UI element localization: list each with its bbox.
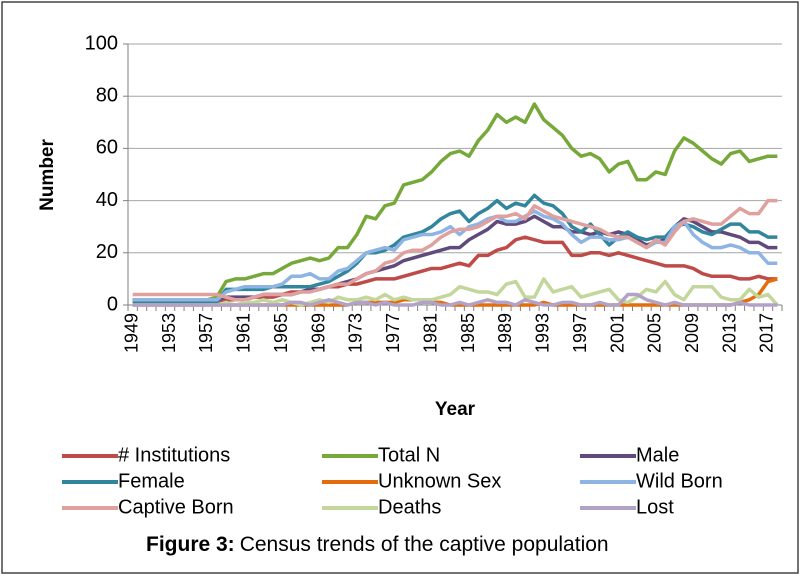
x-tick-label: 1961 — [234, 313, 254, 353]
x-tick-label: 1989 — [495, 313, 515, 353]
x-tick-label: 1969 — [308, 313, 328, 353]
x-tick-label: 2017 — [757, 313, 777, 353]
legend-label: # Institutions — [118, 444, 230, 466]
x-tick-label: 1949 — [121, 313, 141, 353]
legend-label: Total N — [378, 444, 440, 466]
series-line — [132, 292, 778, 307]
x-tick-label: 1957 — [196, 313, 216, 353]
x-tick-label: 1993 — [533, 313, 553, 353]
x-tick-label: 1985 — [458, 313, 478, 353]
series-line — [132, 198, 778, 302]
legend-label: Male — [636, 444, 679, 466]
y-tick-label: 0 — [107, 293, 118, 315]
x-tick-label: 1997 — [570, 313, 590, 353]
y-tick-label: 80 — [96, 84, 118, 106]
legend-label: Captive Born — [118, 496, 234, 518]
legend-label: Lost — [636, 496, 674, 518]
x-tick-label: 1953 — [159, 313, 179, 353]
y-tick-label: 20 — [96, 241, 118, 263]
legend-label: Wild Born — [636, 470, 723, 492]
legend-label: Female — [118, 470, 185, 492]
series-line — [132, 102, 778, 302]
y-tick-label: 100 — [85, 32, 118, 54]
caption-text: Census trends of the captive population — [240, 533, 609, 556]
y-tick-label: 40 — [96, 189, 118, 211]
x-tick-label: 2001 — [607, 313, 627, 353]
y-axis-label: Number — [37, 139, 58, 211]
x-tick-label: 2005 — [645, 313, 665, 353]
x-tick-label: 1965 — [271, 313, 291, 353]
x-tick-label: 1977 — [383, 313, 403, 353]
x-axis-label: Year — [435, 399, 476, 420]
x-tick-label: 2009 — [682, 313, 702, 353]
x-tick-label: 1973 — [346, 313, 366, 353]
legend-label: Unknown Sex — [378, 470, 501, 492]
legend-label: Deaths — [378, 496, 441, 518]
figure-label: Figure 3: — [146, 533, 235, 556]
x-tick-label: 1981 — [420, 313, 440, 353]
y-tick-label: 60 — [96, 137, 118, 159]
x-tick-label: 2013 — [719, 313, 739, 353]
caption: Figure 3: Census trends of the captive po… — [146, 533, 609, 556]
